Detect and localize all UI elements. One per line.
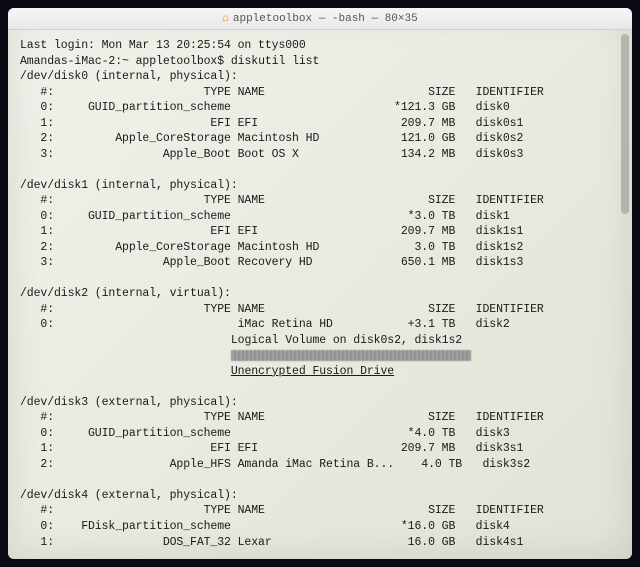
disk-row: 0: GUID_partition_scheme *4.0 TB disk3 bbox=[20, 426, 620, 442]
disk-rows: 0: GUID_partition_scheme *121.3 GB disk0… bbox=[20, 100, 620, 162]
fusion-drive: Unencrypted Fusion Drive bbox=[20, 364, 620, 380]
logical-volume: Logical Volume on disk0s2, disk1s2 bbox=[20, 333, 620, 349]
terminal-window: ⌂ appletoolbox — -bash — 80×35 Last logi… bbox=[8, 8, 632, 559]
column-headers: #: TYPE NAME SIZE IDENTIFIER bbox=[20, 503, 620, 519]
column-headers: #: TYPE NAME SIZE IDENTIFIER bbox=[20, 410, 620, 426]
disk-row: 1: EFI EFI 209.7 MB disk1s1 bbox=[20, 224, 620, 240]
disk-row: 2: Apple_HFS Amanda iMac Retina B... 4.0… bbox=[20, 457, 620, 473]
home-icon: ⌂ bbox=[222, 13, 229, 25]
disk-row: 2: Apple_CoreStorage Macintosh HD 121.0 … bbox=[20, 131, 620, 147]
disk-row: 0: GUID_partition_scheme *121.3 GB disk0 bbox=[20, 100, 620, 116]
last-login: Last login: Mon Mar 13 20:25:54 on ttys0… bbox=[20, 38, 620, 54]
disk-row: 2: Apple_CoreStorage Macintosh HD 3.0 TB… bbox=[20, 240, 620, 256]
disk-header: /dev/disk4 (external, physical): bbox=[20, 488, 620, 504]
disk-header: /dev/disk1 (internal, physical): bbox=[20, 178, 620, 194]
disk-row: 0: GUID_partition_scheme *3.0 TB disk1 bbox=[20, 209, 620, 225]
disk-row: 0: FDisk_partition_scheme *16.0 GB disk4 bbox=[20, 519, 620, 535]
disk-rows: 0: GUID_partition_scheme *3.0 TB disk1 1… bbox=[20, 209, 620, 271]
disk-row: 3: Apple_Boot Boot OS X 134.2 MB disk0s3 bbox=[20, 147, 620, 163]
disk-row: 1: EFI EFI 209.7 MB disk3s1 bbox=[20, 441, 620, 457]
disk-header: /dev/disk2 (internal, virtual): bbox=[20, 286, 620, 302]
disk-row: 3: Apple_Boot Recovery HD 650.1 MB disk1… bbox=[20, 255, 620, 271]
terminal-content[interactable]: Last login: Mon Mar 13 20:25:54 on ttys0… bbox=[8, 30, 632, 559]
scrollbar[interactable] bbox=[621, 34, 629, 214]
disk-row: 1: DOS_FAT_32 Lexar 16.0 GB disk4s1 bbox=[20, 535, 620, 551]
column-headers: #: TYPE NAME SIZE IDENTIFIER bbox=[20, 85, 620, 101]
disk-header: /dev/disk0 (internal, physical): bbox=[20, 69, 620, 85]
disk-row: 0: iMac Retina HD +3.1 TB disk2 bbox=[20, 317, 620, 333]
column-headers: #: TYPE NAME SIZE IDENTIFIER bbox=[20, 302, 620, 318]
column-headers: #: TYPE NAME SIZE IDENTIFIER bbox=[20, 193, 620, 209]
window-title: appletoolbox — -bash — 80×35 bbox=[233, 13, 418, 25]
redacted bbox=[20, 348, 620, 364]
disk-row: 1: EFI EFI 209.7 MB disk0s1 bbox=[20, 116, 620, 132]
titlebar[interactable]: ⌂ appletoolbox — -bash — 80×35 bbox=[8, 8, 632, 30]
disk-rows: 0: GUID_partition_scheme *4.0 TB disk3 1… bbox=[20, 426, 620, 473]
command-line: Amandas-iMac-2:~ appletoolbox$ diskutil … bbox=[20, 54, 620, 70]
disk-rows: 0: FDisk_partition_scheme *16.0 GB disk4… bbox=[20, 519, 620, 550]
disk-header: /dev/disk3 (external, physical): bbox=[20, 395, 620, 411]
